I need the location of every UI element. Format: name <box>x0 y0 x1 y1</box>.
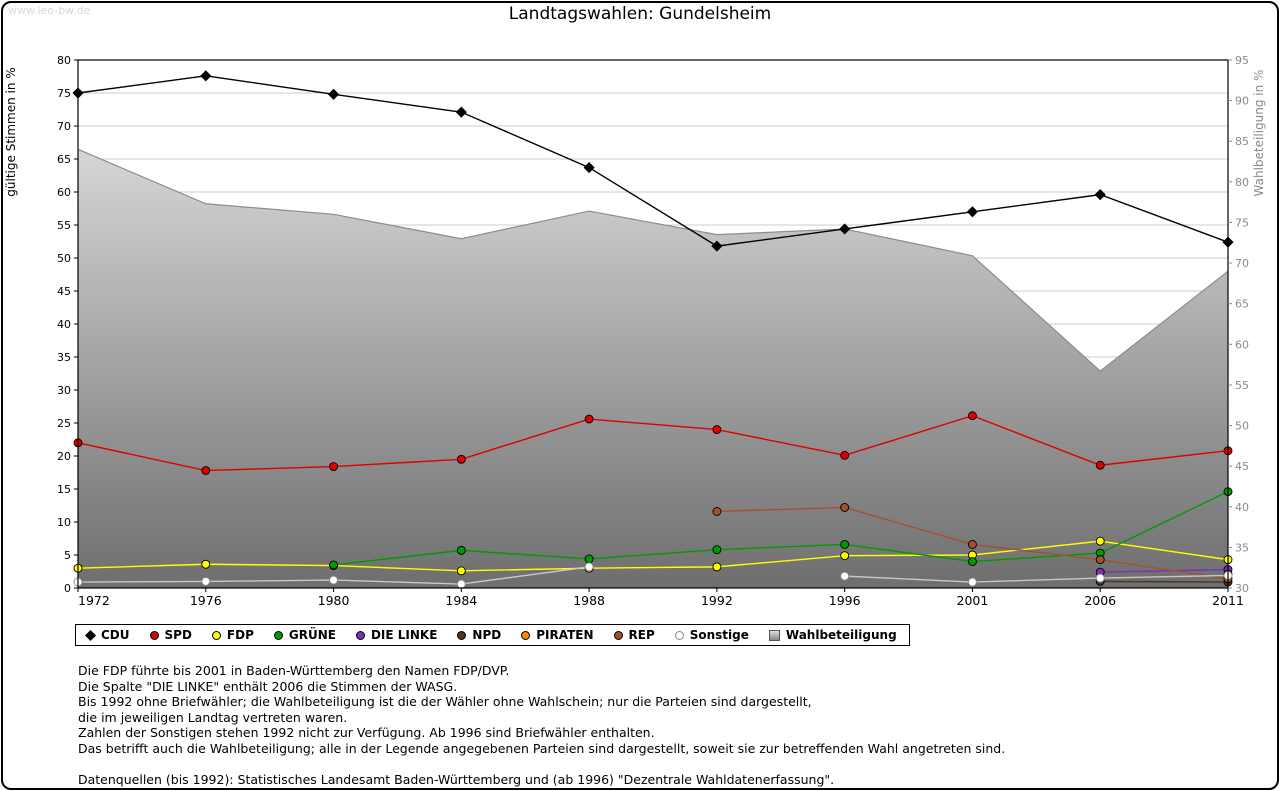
svg-text:30: 30 <box>57 384 71 397</box>
legend-label: NPD <box>472 628 502 642</box>
svg-text:0: 0 <box>64 582 71 595</box>
legend-item-npd: NPD <box>457 628 501 642</box>
legend-marker-icon <box>457 630 467 640</box>
svg-text:65: 65 <box>1235 298 1249 311</box>
chart-footnotes: Die FDP führte bis 2001 in Baden-Württem… <box>78 663 1005 787</box>
legend-marker-icon <box>768 629 780 641</box>
svg-text:75: 75 <box>1235 216 1249 229</box>
svg-text:1972: 1972 <box>78 593 110 608</box>
footnote-line: Bis 1992 ohne Briefwähler; die Wahlbetei… <box>78 694 812 709</box>
legend-item-fdp: FDP <box>211 628 254 642</box>
svg-text:2006: 2006 <box>1084 593 1116 608</box>
legend-item-die-linke: DIE LINKE <box>355 628 438 642</box>
legend-marker-icon <box>149 630 159 640</box>
legend-marker-icon <box>355 630 365 640</box>
legend-label: Wahlbeteiligung <box>785 628 897 642</box>
svg-text:50: 50 <box>57 252 71 265</box>
svg-text:75: 75 <box>57 87 71 100</box>
chart-legend: CDU SPD FDP GRÜNE DIE LINKE NPD PIRATEN REP Sons… <box>75 624 910 646</box>
series-line-CDU <box>77 75 1229 247</box>
svg-text:50: 50 <box>1235 420 1249 433</box>
svg-text:80: 80 <box>1235 176 1249 189</box>
svg-text:90: 90 <box>1235 95 1249 108</box>
legend-marker-icon <box>674 630 684 640</box>
svg-text:30: 30 <box>1235 582 1249 595</box>
footnote-line: Zahlen der Sonstigen stehen 1992 nicht z… <box>78 725 655 740</box>
site-watermark: www.leo-bw.de <box>8 4 91 17</box>
svg-text:60: 60 <box>1235 338 1249 351</box>
svg-text:45: 45 <box>57 285 71 298</box>
legend-label: CDU <box>101 628 130 642</box>
footnote-line: die im jeweiligen Landtag vertreten ware… <box>78 709 348 725</box>
legend-item-grüne: GRÜNE <box>273 628 336 642</box>
svg-text:80: 80 <box>57 54 71 67</box>
svg-text:35: 35 <box>1235 541 1249 554</box>
footnote-line: Die Spalte "DIE LINKE" enthält 2006 die … <box>78 678 458 694</box>
svg-text:65: 65 <box>57 153 71 166</box>
svg-text:2011: 2011 <box>1212 593 1244 608</box>
footnote-line <box>78 756 1005 772</box>
svg-text:1996: 1996 <box>829 593 861 608</box>
svg-text:1992: 1992 <box>701 593 733 608</box>
left-axis-title: gültige Stimmen in % <box>4 67 18 196</box>
svg-text:40: 40 <box>1235 501 1249 514</box>
svg-text:40: 40 <box>57 318 71 331</box>
legend-item-sonstige: Sonstige <box>674 628 749 642</box>
legend-label: DIE LINKE <box>370 628 438 642</box>
svg-text:15: 15 <box>57 483 71 496</box>
legend-item-cdu: CDU <box>85 628 130 642</box>
legend-label: REP <box>628 628 655 642</box>
svg-text:10: 10 <box>57 516 71 529</box>
svg-text:25: 25 <box>57 417 71 430</box>
svg-text:2001: 2001 <box>957 593 989 608</box>
legend-label: FDP <box>226 628 254 642</box>
svg-text:35: 35 <box>57 351 71 364</box>
svg-text:70: 70 <box>57 120 71 133</box>
chart-title: Landtagswahlen: Gundelsheim <box>508 4 772 24</box>
footnote-line: Das betrifft auch die Wahlbeteiligung; a… <box>78 740 1006 756</box>
svg-text:45: 45 <box>1235 460 1249 473</box>
legend-label: Sonstige <box>689 628 749 642</box>
legend-label: GRÜNE <box>288 628 336 642</box>
legend-item-piraten: PIRATEN <box>521 628 594 642</box>
series-line-GRÜNE <box>333 491 1229 566</box>
svg-text:1988: 1988 <box>573 593 605 608</box>
legend-item-wahlbeteiligung: Wahlbeteiligung <box>768 628 897 642</box>
svg-text:60: 60 <box>57 186 71 199</box>
legend-item-spd: SPD <box>149 628 192 642</box>
legend-label: SPD <box>164 628 192 642</box>
series-line-NPD <box>1100 580 1229 583</box>
svg-text:85: 85 <box>1235 135 1249 148</box>
legend-label: PIRATEN <box>536 628 594 642</box>
legend-marker-icon <box>521 630 531 640</box>
series-line-FDP <box>77 540 1229 572</box>
svg-text:5: 5 <box>64 549 71 562</box>
legend-marker-icon <box>211 630 221 640</box>
legend-marker-icon <box>273 630 283 640</box>
svg-text:55: 55 <box>57 219 71 232</box>
legend-marker-icon <box>613 630 623 640</box>
svg-text:55: 55 <box>1235 379 1249 392</box>
election-line-chart: 0 5 10 15 20 25 30 35 40 45 50 55 60 65 70 75 80 30 35 40 45… <box>4 54 1266 608</box>
svg-text:95: 95 <box>1235 54 1249 67</box>
series-line-SPD <box>77 414 1229 472</box>
legend-item-rep: REP <box>613 628 655 642</box>
footnote-line: Die FDP führte bis 2001 in Baden-Württem… <box>78 663 510 678</box>
right-axis-title: Wahlbeteiligung in % <box>1252 70 1266 197</box>
svg-text:1976: 1976 <box>190 593 222 608</box>
series-line-DIE LINKE <box>1100 568 1229 573</box>
svg-text:20: 20 <box>57 450 71 463</box>
svg-text:70: 70 <box>1235 257 1249 270</box>
turnout-area <box>78 149 1228 588</box>
legend-marker-icon <box>85 629 96 641</box>
svg-text:1984: 1984 <box>445 593 477 608</box>
footnote-line: Datenquellen (bis 1992): Statistisches L… <box>78 771 835 787</box>
svg-text:1980: 1980 <box>318 593 350 608</box>
